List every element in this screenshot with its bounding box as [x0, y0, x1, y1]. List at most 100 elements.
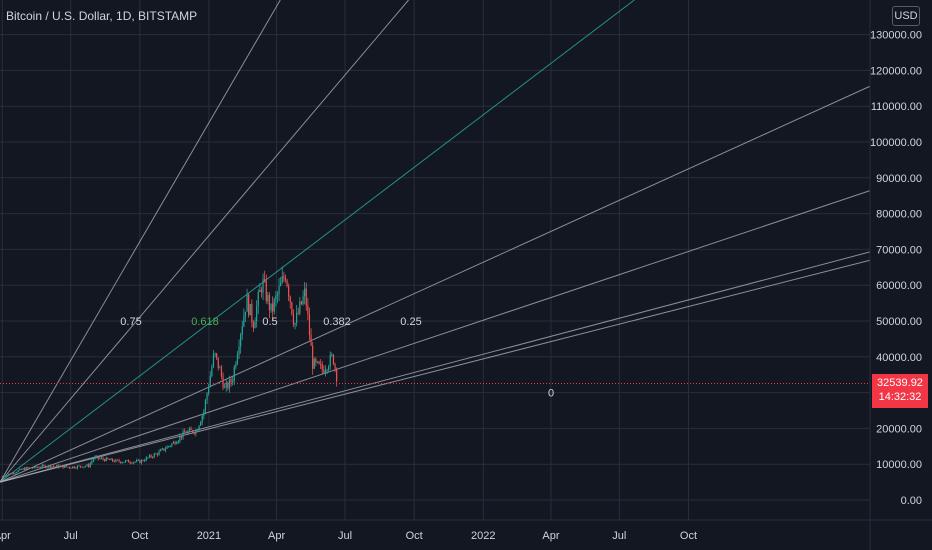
- time-axis[interactable]: Apr Jul Oct 2021 Apr Jul Oct 2022 Apr Jul Oct: [0, 519, 932, 542]
- candle-body: [73, 466, 75, 468]
- candle-body: [328, 366, 330, 370]
- price-tick-label: 90000.00: [876, 173, 922, 185]
- candle-body: [302, 296, 304, 304]
- fan-lines: [0, 0, 871, 483]
- candle-body: [147, 457, 149, 459]
- candle-body: [96, 456, 98, 458]
- candle-body: [84, 466, 87, 467]
- candle-body: [286, 280, 288, 287]
- candle-body: [211, 366, 213, 377]
- candle-body: [115, 459, 117, 462]
- candle-body: [300, 301, 303, 304]
- candle-body: [240, 334, 242, 347]
- candle-body: [262, 279, 264, 293]
- candle-body: [232, 381, 234, 383]
- candle-body: [204, 400, 207, 411]
- bar-countdown: 14:32:32: [878, 391, 922, 403]
- time-tick-label: Oct: [680, 530, 697, 542]
- candle-body: [200, 422, 202, 426]
- candle-body: [220, 367, 223, 377]
- candle-body: [283, 276, 285, 279]
- candle-body: [244, 311, 247, 316]
- price-tick-label: 120000.00: [870, 65, 922, 77]
- price-tick-label: 100000.00: [870, 137, 922, 149]
- candle-body: [329, 354, 331, 367]
- candle-body: [264, 279, 266, 281]
- candle-body: [331, 354, 333, 356]
- currency-button[interactable]: USD: [892, 6, 920, 26]
- candle-body: [51, 466, 53, 468]
- candle-body: [128, 460, 130, 463]
- candle-body: [28, 467, 31, 469]
- candle-body: [20, 468, 23, 470]
- candle-body: [120, 461, 122, 463]
- candle-body: [177, 440, 179, 443]
- candle-body: [156, 453, 159, 455]
- candle-body: [160, 449, 162, 452]
- candle-body: [25, 467, 27, 470]
- candle-body: [3, 476, 5, 478]
- candle-body: [227, 382, 229, 389]
- candle-body: [190, 428, 192, 431]
- candle-body: [54, 466, 56, 468]
- candle-body: [336, 368, 338, 382]
- candle-body: [81, 466, 83, 468]
- candle-body: [24, 468, 26, 470]
- candle-body: [235, 363, 237, 367]
- candle-body: [241, 326, 243, 335]
- candle-body: [80, 465, 82, 467]
- candle-body: [78, 465, 80, 467]
- candle-body: [320, 363, 322, 365]
- candle-body: [324, 370, 327, 373]
- candle-body: [163, 448, 165, 451]
- fan-line-0-382: [0, 190, 871, 483]
- candle-body: [254, 321, 256, 329]
- candle-body: [192, 430, 194, 433]
- candle-body: [169, 445, 171, 447]
- candle-body: [248, 294, 250, 316]
- fan-line-0-618: [0, 0, 635, 483]
- candle-body: [281, 276, 283, 283]
- candle-body: [49, 465, 51, 468]
- candle-body: [148, 455, 151, 458]
- time-tick-label: Jul: [338, 530, 352, 542]
- candle-body: [22, 468, 24, 470]
- candle-body: [188, 428, 191, 431]
- candle-body: [233, 366, 235, 382]
- candle-body: [249, 303, 251, 316]
- candle-body: [132, 462, 135, 464]
- candle-body: [180, 436, 183, 438]
- price-tick-label: 70000.00: [876, 244, 922, 256]
- candle-body: [236, 354, 239, 364]
- price-tick-label: 60000.00: [876, 280, 922, 292]
- candle-body: [118, 460, 120, 462]
- candle-body: [113, 461, 115, 462]
- candle-body: [131, 462, 133, 464]
- candle-body: [222, 376, 224, 388]
- candle-body: [334, 364, 336, 369]
- candle-body: [94, 456, 96, 459]
- candle-body: [91, 461, 93, 464]
- candle-body: [299, 301, 301, 314]
- candle-body: [83, 466, 85, 468]
- candle-body: [11, 472, 13, 475]
- candle-body: [257, 292, 259, 307]
- candle-body: [288, 286, 290, 297]
- candle-body: [193, 432, 195, 434]
- time-tick-label: 2021: [197, 530, 221, 542]
- candle-body: [332, 354, 335, 365]
- candle-body: [268, 294, 271, 311]
- candle-body: [280, 282, 282, 287]
- candle-body: [68, 466, 71, 468]
- candle-body: [92, 458, 95, 462]
- time-tick-label: Apr: [542, 530, 559, 542]
- candle-body: [142, 460, 144, 461]
- price-tick-label: 10000.00: [876, 459, 922, 471]
- candle-body: [265, 280, 267, 301]
- candle-body: [308, 314, 311, 335]
- candles: [1, 266, 338, 478]
- fan-label-0-618: 0.618: [191, 316, 219, 328]
- candle-body: [219, 367, 221, 369]
- candle-body: [89, 463, 91, 467]
